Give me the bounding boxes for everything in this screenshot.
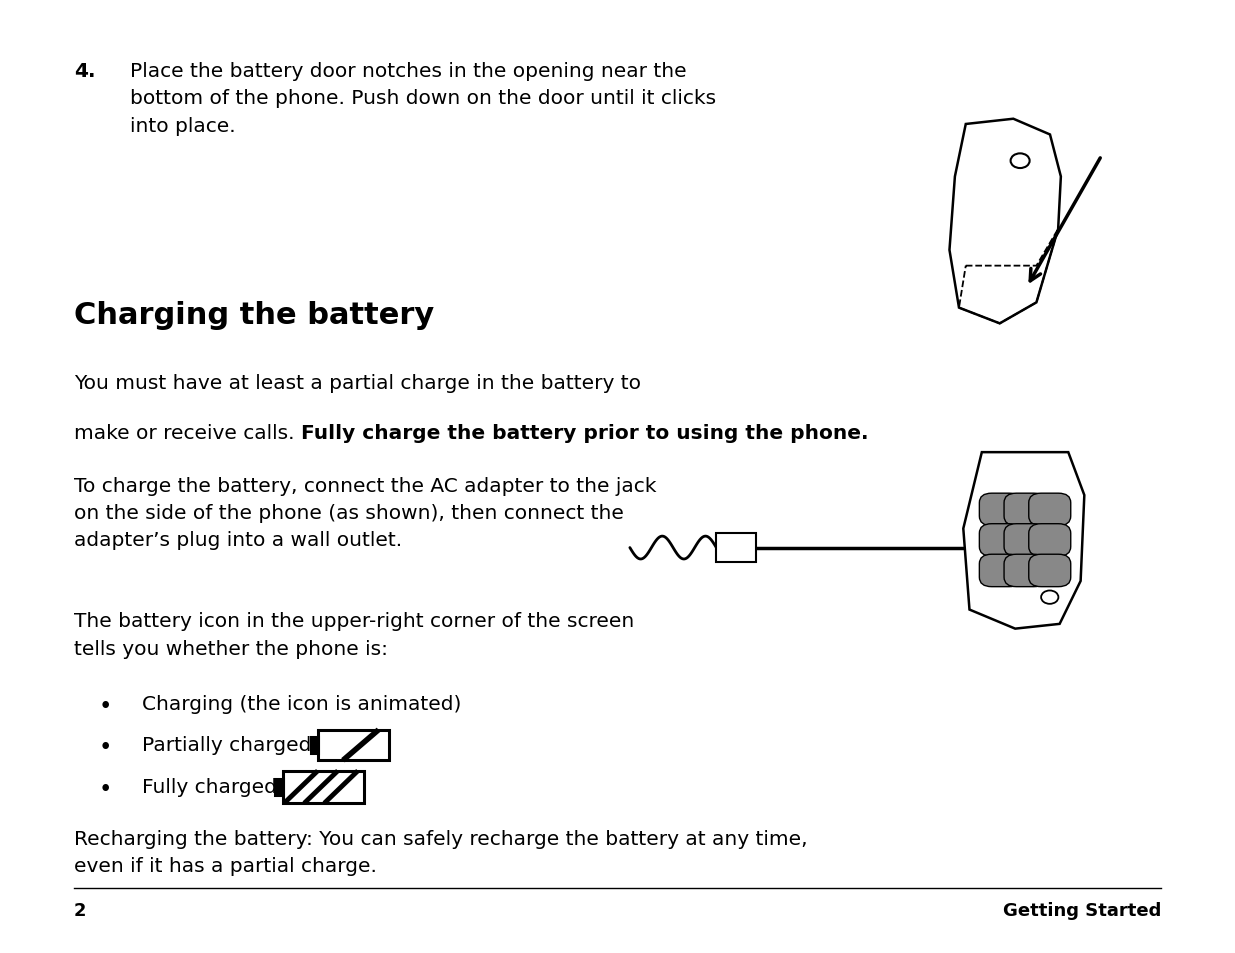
Text: Partially charged: Partially charged [142, 736, 317, 755]
Text: Recharging the battery: You can safely recharge the battery at any time,
even if: Recharging the battery: You can safely r… [74, 829, 808, 875]
FancyBboxPatch shape [979, 494, 1021, 526]
Text: Charging (the icon is animated): Charging (the icon is animated) [142, 694, 462, 713]
FancyBboxPatch shape [979, 555, 1021, 587]
FancyBboxPatch shape [1029, 555, 1071, 587]
FancyBboxPatch shape [1004, 524, 1046, 557]
Text: Fully charge the battery prior to using the phone.: Fully charge the battery prior to using … [301, 423, 868, 442]
Text: Place the battery door notches in the opening near the
bottom of the phone. Push: Place the battery door notches in the op… [130, 62, 716, 135]
Text: Fully charged: Fully charged [142, 778, 283, 797]
Text: The battery icon in the upper-right corner of the screen
tells you whether the p: The battery icon in the upper-right corn… [74, 612, 635, 658]
Polygon shape [950, 120, 1061, 324]
FancyBboxPatch shape [317, 730, 389, 760]
Text: You must have at least a partial charge in the battery to: You must have at least a partial charge … [74, 374, 641, 393]
FancyBboxPatch shape [1004, 555, 1046, 587]
Text: Charging the battery: Charging the battery [74, 300, 435, 329]
Text: To charge the battery, connect the AC adapter to the jack
on the side of the pho: To charge the battery, connect the AC ad… [74, 476, 657, 550]
Text: 2: 2 [74, 901, 86, 919]
FancyBboxPatch shape [1029, 524, 1071, 557]
FancyBboxPatch shape [311, 738, 317, 753]
FancyBboxPatch shape [979, 524, 1021, 557]
Text: •: • [99, 778, 112, 801]
FancyBboxPatch shape [716, 534, 756, 562]
FancyBboxPatch shape [283, 771, 363, 803]
Text: •: • [99, 694, 112, 717]
Text: 4.: 4. [74, 62, 95, 81]
FancyBboxPatch shape [1029, 494, 1071, 526]
Text: Getting Started: Getting Started [1003, 901, 1161, 919]
FancyBboxPatch shape [275, 780, 283, 795]
Text: make or receive calls.: make or receive calls. [74, 423, 301, 442]
FancyBboxPatch shape [1004, 494, 1046, 526]
Text: make or receive calls.: make or receive calls. [74, 423, 301, 442]
Text: Partially charged: Partially charged [142, 736, 311, 755]
Text: Fully charged: Fully charged [142, 778, 277, 797]
Polygon shape [963, 453, 1084, 629]
Text: •: • [99, 736, 112, 759]
